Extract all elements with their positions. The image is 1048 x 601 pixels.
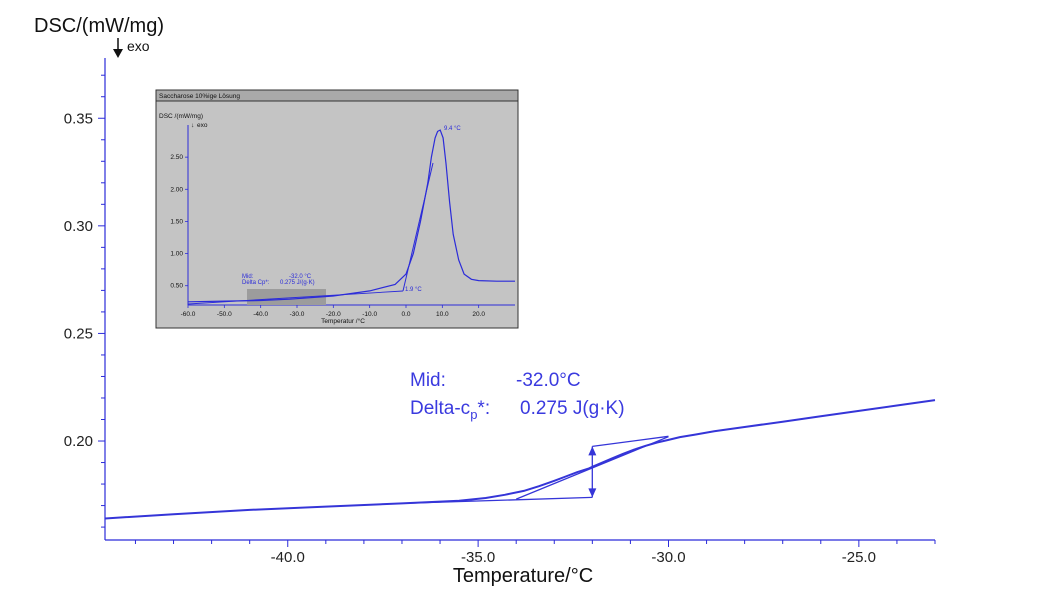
exo-label: exo xyxy=(127,38,150,54)
inset-onset-label: 1.9 °C xyxy=(405,287,422,293)
inset-x-tick-label: -50.0 xyxy=(217,311,232,318)
main-ticks: -40.0 -35.0 -30.0 -25.0 0.20 0.25 0.30 0.35 xyxy=(64,74,936,566)
inset-delta-value: 0.275 J/(g·K) xyxy=(280,280,315,286)
y-tick-label: 0.35 xyxy=(64,110,93,127)
x-axis-title: Temperature/°C xyxy=(453,565,593,587)
inset-delta-label: Delta Cp*: xyxy=(242,280,270,286)
inset-chart: Saccharose 10%ige Lösung DSC /(mW/mg) ex… xyxy=(155,89,519,329)
inset-highlight-region xyxy=(247,289,326,305)
step-arrows xyxy=(588,446,597,498)
inset-exo-label: exo xyxy=(197,122,208,129)
inset-y-tick-label: 1.00 xyxy=(170,251,183,258)
delta-cp-label-sub: p xyxy=(470,407,477,422)
inset-x-tick-label: 10.0 xyxy=(436,311,449,318)
inset-mid-label: Mid: xyxy=(242,274,254,280)
step-arrow-up-icon xyxy=(588,446,597,456)
delta-cp-value: 0.275 J(g·K) xyxy=(520,398,625,419)
y-tick-label: 0.30 xyxy=(64,218,93,235)
inset-x-tick-label: -10.0 xyxy=(362,311,377,318)
inset-title-bar xyxy=(155,89,519,102)
inset-x-axis-title: Temperatur /°C xyxy=(321,317,365,325)
x-tick-label: -25.0 xyxy=(842,549,876,566)
inset-x-tick-label: -60.0 xyxy=(181,311,196,318)
inset-onset-tangent xyxy=(402,162,434,292)
construction-lines xyxy=(401,435,669,505)
y-tick-label: 0.20 xyxy=(64,433,93,450)
series-line-dsc xyxy=(104,399,936,520)
delta-cp-label: Delta-cp*: xyxy=(410,398,490,422)
x-tick-label: -40.0 xyxy=(271,549,305,566)
mid-value: -32.0°C xyxy=(516,370,581,391)
inset-y-tick-label: 0.50 xyxy=(170,283,183,290)
mid-label: Mid: xyxy=(410,370,446,391)
inset-x-tick-label: -30.0 xyxy=(290,311,305,318)
delta-cp-label-tail: *: xyxy=(477,398,490,419)
exo-arrow-icon xyxy=(113,38,123,58)
y-tick-label: 0.25 xyxy=(64,325,93,342)
inset-title: Saccharose 10%ige Lösung xyxy=(159,93,240,100)
inset-frame xyxy=(155,89,519,329)
upper-baseline-line xyxy=(592,435,669,448)
inset-y-tick-label: 2.00 xyxy=(170,186,183,193)
inset-onset-baseline xyxy=(187,290,404,305)
inset-y-axis-title: DSC /(mW/mg) xyxy=(159,113,203,120)
inset-x-tick-label: -40.0 xyxy=(253,311,268,318)
inset-y-tick-label: 2.50 xyxy=(170,154,183,161)
x-tick-label: -35.0 xyxy=(461,549,495,566)
x-tick-label: -30.0 xyxy=(651,549,685,566)
inset-peak-label: 9.4 °C xyxy=(444,126,461,132)
step-arrow-down-icon xyxy=(588,488,597,498)
inset-mid-value: -32.0 °C xyxy=(289,274,312,280)
inset-exo-arrow-icon: ↓ xyxy=(191,122,194,129)
inset-y-tick-label: 1.50 xyxy=(170,218,183,225)
inset-ticks: -60.0 -50.0 -40.0 -30.0 -20.0 -10.0 0.0 10.0 20.… xyxy=(170,154,485,318)
inset-series-line xyxy=(187,129,515,303)
inset-x-tick-label: 0.0 xyxy=(401,311,410,318)
delta-cp-label-main: Delta-c xyxy=(410,398,470,419)
inset-x-tick-label: -20.0 xyxy=(326,311,341,318)
inset-x-tick-label: 20.0 xyxy=(472,311,485,318)
y-axis-title: DSC/(mW/mg) xyxy=(34,15,164,37)
